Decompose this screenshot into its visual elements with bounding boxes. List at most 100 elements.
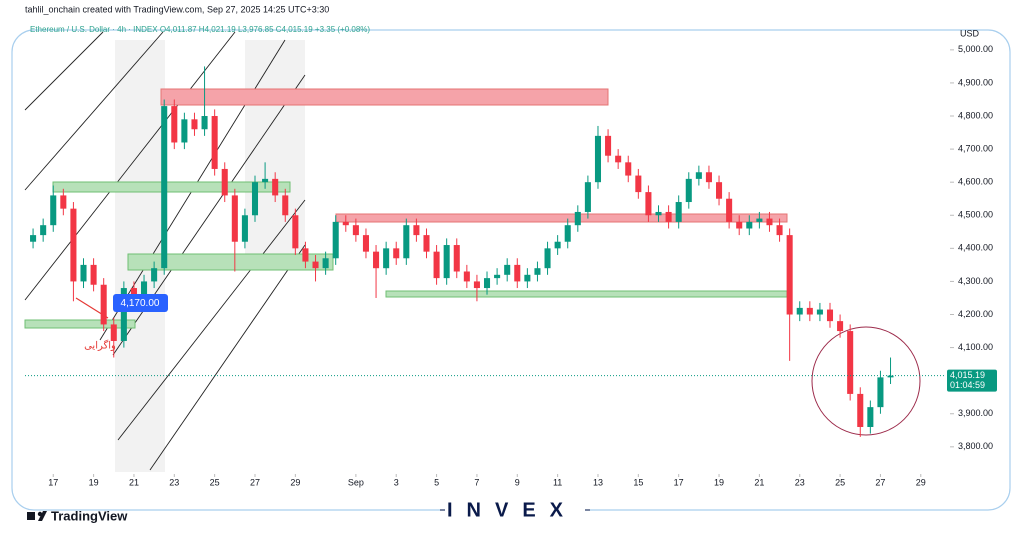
candle-body (120, 288, 127, 341)
logo: TradingView (27, 508, 128, 523)
candle-body (826, 309, 834, 322)
candle-body (483, 278, 491, 289)
legend: Ethereum / U.S. Dollar · 4h · INDEX O4,0… (30, 25, 370, 34)
candle-body (80, 264, 87, 282)
x-tick-label: 21 (129, 477, 139, 487)
resistance-zone (335, 213, 788, 223)
candle-body (806, 307, 813, 315)
x-tick-label: 29 (290, 477, 300, 487)
candle-body (524, 274, 531, 282)
x-tick-label: 17 (674, 477, 684, 487)
candle-body (70, 208, 77, 282)
support-zone (24, 319, 136, 329)
candle-body (625, 162, 632, 176)
y-tick-label: 4,600.00 (958, 177, 993, 187)
candle-body (544, 248, 551, 269)
candle-body (171, 106, 178, 143)
candle-body (615, 155, 622, 163)
candle-body (453, 245, 460, 272)
resistance-zone (160, 88, 609, 106)
candle-body (584, 182, 591, 212)
x-tick-label: 27 (250, 477, 260, 487)
countdown: 01:04:59 (950, 380, 985, 390)
x-tick-label: 5 (434, 477, 439, 487)
candle-body (837, 321, 844, 332)
x-tick-label: 9 (515, 477, 520, 487)
candle-body (221, 168, 228, 196)
candle-body (877, 377, 884, 408)
price-tag (113, 294, 168, 312)
candle-body (373, 251, 380, 269)
x-tick-label: 15 (633, 477, 643, 487)
y-tick-label: 4,500.00 (958, 210, 993, 220)
candle-body (262, 178, 269, 183)
x-tick-label: 19 (714, 477, 724, 487)
candle-body (635, 175, 642, 193)
highlight-circle (811, 326, 921, 436)
candle-body (30, 235, 37, 242)
candle-body (574, 211, 581, 226)
candle-body (594, 135, 602, 183)
candle-body (231, 195, 238, 242)
watermark-bg (445, 500, 585, 520)
candle-body (726, 198, 733, 222)
x-tick-label: 25 (835, 477, 845, 487)
candle-body (756, 218, 763, 222)
candle-body (181, 119, 188, 143)
candle-body (847, 331, 854, 394)
candle-body (514, 264, 521, 282)
candle-body (201, 116, 208, 130)
candle-body (716, 182, 723, 199)
y-tick-label: 4,200.00 (958, 309, 993, 319)
y-tick-label: 3,900.00 (958, 408, 993, 418)
candle-body (665, 211, 672, 222)
y-tick-label: 4,100.00 (958, 342, 993, 352)
candle-body (564, 225, 571, 242)
support-zone (385, 290, 788, 298)
candle-body (40, 225, 47, 236)
candle-body (211, 116, 218, 169)
x-tick-label: 17 (48, 477, 58, 487)
y-unit: USD (960, 28, 980, 38)
candle-body (423, 235, 430, 252)
candle-body (100, 284, 107, 325)
candle-body (433, 251, 440, 279)
candle-body (161, 106, 168, 269)
candle-body (443, 245, 450, 279)
x-tick-label: 23 (169, 477, 179, 487)
y-tick-label: 5,000.00 (958, 44, 993, 54)
candle-body (241, 215, 248, 242)
last-price-box (947, 369, 997, 392)
candle-body (816, 309, 823, 315)
candle-body (605, 135, 612, 156)
candle-body (857, 393, 864, 427)
candle-body (695, 172, 702, 179)
candle-body (534, 268, 541, 275)
y-tick-label: 4,400.00 (958, 243, 993, 253)
zones (24, 88, 788, 329)
candle-body (151, 268, 158, 282)
candle-body (786, 235, 793, 315)
y-tick-label: 4,800.00 (958, 110, 993, 120)
candle-body (312, 261, 319, 269)
x-tick-label: 19 (89, 477, 99, 487)
candle-body (352, 225, 359, 236)
divergence-label: واگرایی (84, 340, 116, 352)
x-tick-label: Sep (348, 477, 364, 487)
candle-body (342, 221, 349, 226)
candle-body (746, 221, 753, 229)
candle-body (282, 195, 289, 216)
candle-body (473, 281, 480, 289)
candle-body (191, 119, 198, 130)
logo-mark (27, 512, 35, 520)
candle-body (50, 195, 57, 226)
x-tick-label: 11 (553, 477, 562, 487)
candle-body (766, 218, 773, 226)
price-tag-label: 4,170.00 (121, 298, 160, 309)
candle-body (796, 307, 803, 315)
x-tick-label: 23 (795, 477, 805, 487)
candle-body (685, 178, 692, 203)
candle-body (60, 195, 67, 209)
y-tick-label: 4,700.00 (958, 143, 993, 153)
